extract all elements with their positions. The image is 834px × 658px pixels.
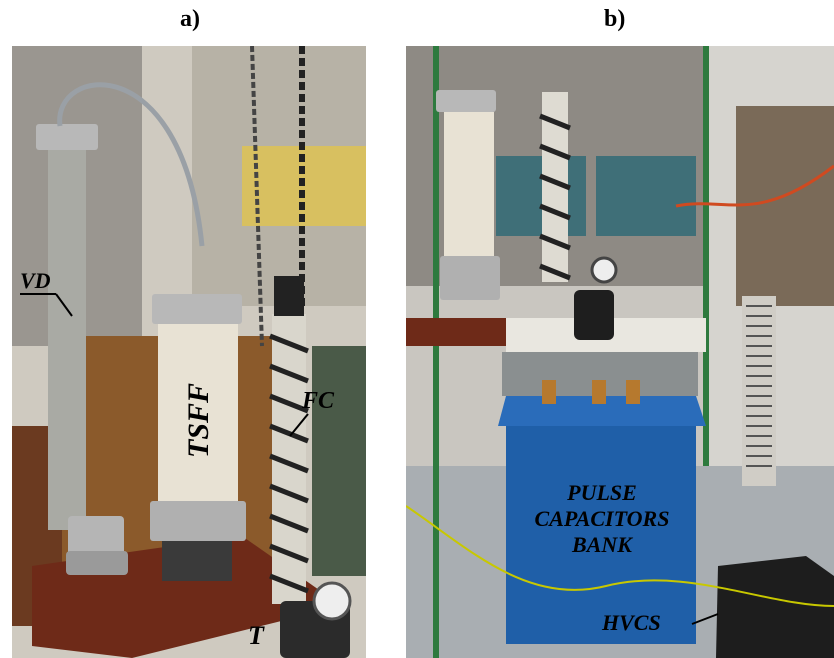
label-bank-line1: PULSE bbox=[566, 480, 637, 505]
label-fc: FC bbox=[301, 388, 335, 414]
label-vd: VD bbox=[20, 268, 51, 293]
label-hvcs-arrow bbox=[691, 613, 719, 625]
label-vd-arrow bbox=[55, 293, 73, 317]
panel-a-label: a) bbox=[180, 6, 200, 32]
label-hvcs: HVCS bbox=[601, 610, 661, 635]
label-bank-line2: CAPACITORS bbox=[535, 506, 670, 531]
photo-a-scene: VD TSFF FC T bbox=[12, 46, 366, 658]
label-tsff: TSFF bbox=[182, 383, 215, 458]
photo-a: VD TSFF FC T bbox=[12, 46, 366, 658]
label-t: T bbox=[248, 621, 265, 650]
photo-b: PULSE CAPACITORS BANK HVCS bbox=[406, 46, 834, 658]
label-bank-line3: BANK bbox=[571, 532, 633, 557]
photo-b-scene: PULSE CAPACITORS BANK HVCS bbox=[406, 46, 834, 658]
panel-b-label: b) bbox=[604, 6, 626, 32]
label-fc-arrow bbox=[289, 413, 309, 437]
